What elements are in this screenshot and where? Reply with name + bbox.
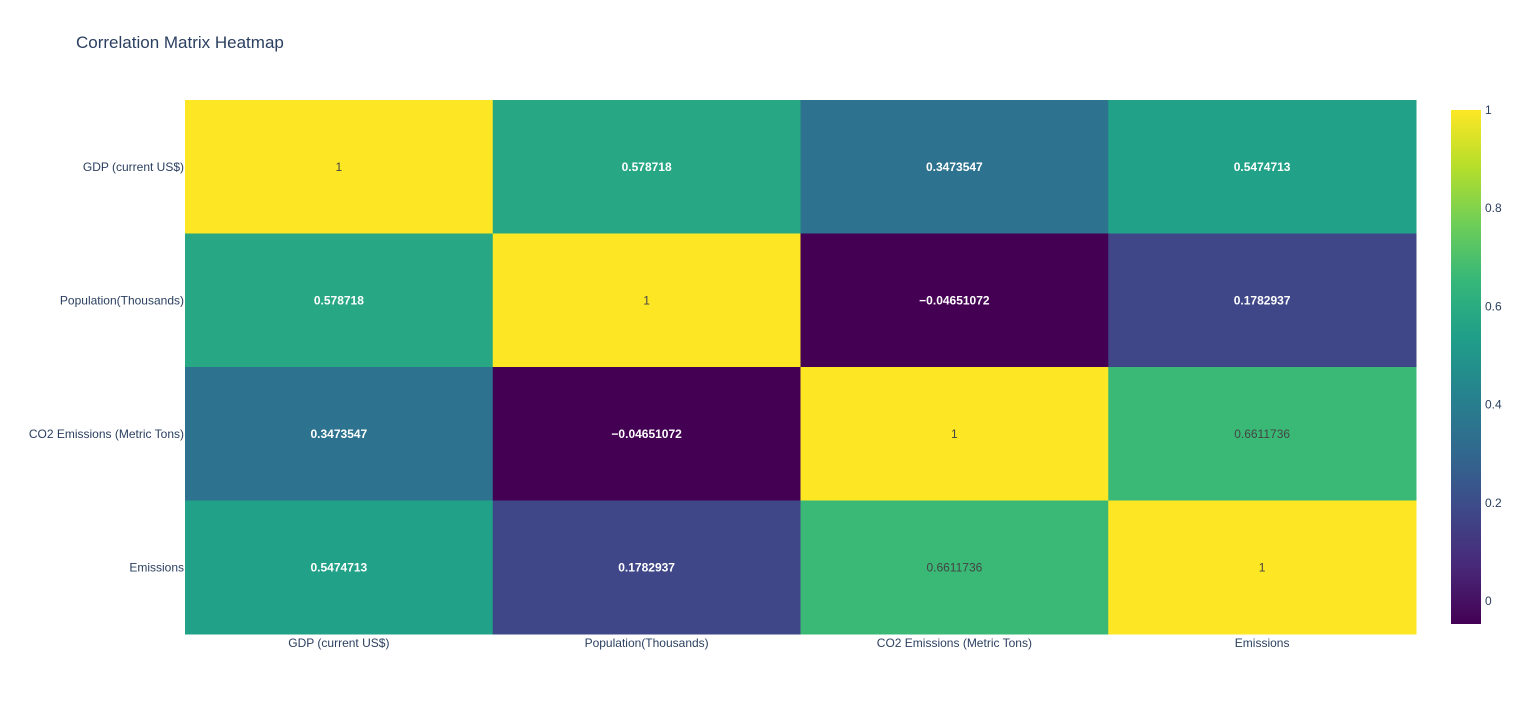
heatmap-cell-r1-c1[interactable]	[492, 233, 801, 368]
cell-value-label-r2-c0: 0.3473547	[311, 427, 368, 441]
heatmap-cell-r0-c2[interactable]	[800, 100, 1109, 234]
heatmap-cells	[185, 100, 1417, 635]
cell-value-label-r3-c0: 0.5474713	[311, 560, 368, 574]
heatmap-cell-r2-c0[interactable]	[185, 367, 494, 501]
colorbar-tick-label: 0.2	[1485, 496, 1502, 510]
y-axis-ticks: GDP (current US$) Population(Thousands) CO…	[29, 160, 184, 575]
heatmap-cell-labels: 1 0.578718 0.3473547 0.5474713 0.578718 1 −0.0…	[311, 160, 1291, 575]
x-tick-label: GDP (current US$)	[288, 636, 389, 650]
heatmap-cell-r3-c2[interactable]	[800, 500, 1109, 635]
cell-value-label-r0-c2: 0.3473547	[926, 160, 983, 174]
colorbar: 0 0.2 0.4 0.6 0.8 1	[1451, 103, 1502, 624]
x-axis-ticks: GDP (current US$) Population(Thousands) CO…	[288, 636, 1289, 650]
colorbar-tick-label: 0.8	[1485, 201, 1502, 215]
cell-value-label-r1-c2: −0.04651072	[919, 293, 990, 307]
x-tick-label: Population(Thousands)	[585, 636, 709, 650]
colorbar-tick-label: 0.4	[1485, 398, 1502, 412]
colorbar-tick-label: 0	[1485, 594, 1492, 608]
y-tick-label: Emissions	[129, 560, 184, 574]
x-tick-label: Emissions	[1235, 636, 1290, 650]
cell-value-label-r3-c2: 0.6611736	[926, 560, 982, 574]
y-tick-label: GDP (current US$)	[83, 160, 184, 174]
colorbar-tick-label: 0.6	[1485, 299, 1502, 313]
heatmap-cell-r3-c3[interactable]	[1108, 500, 1417, 635]
cell-value-label-r1-c3: 0.1782937	[1234, 293, 1291, 307]
cell-value-label-r2-c2: 1	[951, 427, 958, 441]
heatmap-cell-r0-c1[interactable]	[492, 100, 801, 234]
cell-value-label-r1-c0: 0.578718	[314, 293, 364, 307]
colorbar-gradient	[1451, 110, 1481, 624]
x-tick-label: CO2 Emissions (Metric Tons)	[877, 636, 1032, 650]
cell-value-label-r0-c3: 0.5474713	[1234, 160, 1291, 174]
heatmap-cell-r2-c2[interactable]	[800, 367, 1109, 501]
heatmap-cell-r1-c2[interactable]	[800, 233, 1109, 368]
cell-value-label-r2-c3: 0.6611736	[1234, 427, 1290, 441]
cell-value-label-r2-c1: −0.04651072	[611, 427, 682, 441]
heatmap-cell-r2-c3[interactable]	[1108, 367, 1417, 501]
heatmap-cell-r3-c1[interactable]	[492, 500, 801, 635]
cell-value-label-r3-c1: 0.1782937	[618, 560, 675, 574]
cell-value-label-r3-c3: 1	[1259, 560, 1266, 574]
heatmap-cell-r1-c0[interactable]	[185, 233, 494, 368]
heatmap-cell-r1-c3[interactable]	[1108, 233, 1417, 368]
y-tick-label: CO2 Emissions (Metric Tons)	[29, 427, 184, 441]
cell-value-label-r0-c1: 0.578718	[622, 160, 672, 174]
heatmap-cell-r2-c1[interactable]	[492, 367, 801, 501]
colorbar-tick-label: 1	[1485, 103, 1492, 117]
cell-value-label-r1-c1: 1	[643, 293, 650, 307]
heatmap-cell-r0-c3[interactable]	[1108, 100, 1417, 234]
cell-value-label-r0-c0: 1	[336, 160, 343, 174]
chart-title: Correlation Matrix Heatmap	[76, 33, 284, 52]
y-tick-label: Population(Thousands)	[60, 293, 184, 307]
heatmap-cell-r3-c0[interactable]	[185, 500, 494, 635]
heatmap-cell-r0-c0[interactable]	[185, 100, 494, 234]
